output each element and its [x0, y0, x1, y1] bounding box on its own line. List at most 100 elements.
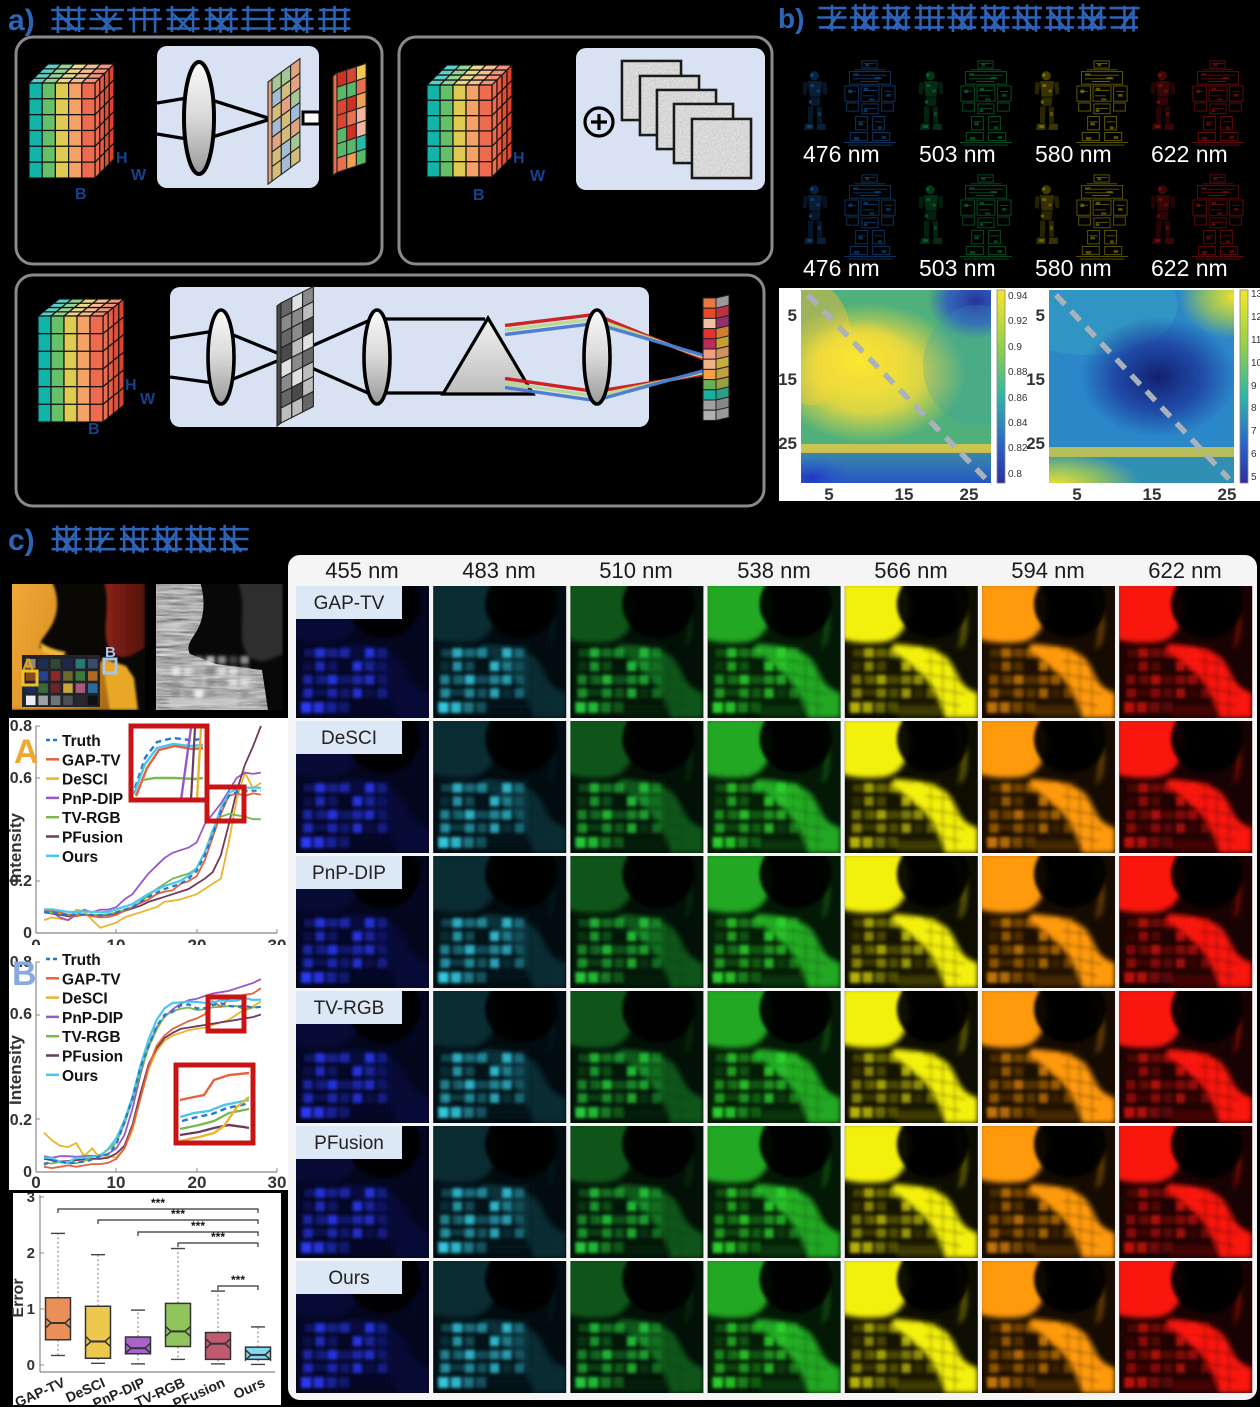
svg-text:0.6: 0.6: [10, 770, 32, 787]
svg-text:0.6: 0.6: [10, 1006, 32, 1023]
svg-text:TV-RGB: TV-RGB: [62, 810, 121, 827]
svg-text:B: B: [105, 644, 116, 661]
svg-text:580 nm: 580 nm: [1035, 255, 1112, 281]
svg-text:0: 0: [23, 1164, 32, 1181]
svg-text:566 nm: 566 nm: [874, 558, 947, 583]
svg-text:W: W: [530, 168, 546, 185]
svg-text:H: H: [513, 150, 525, 167]
svg-text:PFusion: PFusion: [62, 830, 123, 847]
svg-text:B: B: [473, 187, 485, 204]
svg-text:Truth: Truth: [62, 952, 101, 969]
svg-text:0.9: 0.9: [1008, 342, 1022, 353]
svg-text:0.94: 0.94: [1008, 291, 1028, 302]
svg-text:B: B: [88, 421, 100, 438]
svg-text:3: 3: [27, 1193, 35, 1206]
svg-text:20: 20: [188, 1173, 207, 1192]
svg-text:B: B: [12, 955, 37, 993]
svg-text:30: 30: [268, 1173, 287, 1192]
svg-text:Truth: Truth: [62, 733, 101, 750]
svg-text:476 nm: 476 nm: [803, 141, 880, 167]
svg-text:8: 8: [1251, 403, 1257, 414]
svg-text:10: 10: [1251, 358, 1260, 369]
svg-text:538 nm: 538 nm: [737, 558, 810, 583]
svg-text:11: 11: [1251, 335, 1260, 346]
svg-text:0.84: 0.84: [1008, 418, 1028, 429]
svg-text:455 nm: 455 nm: [325, 558, 398, 583]
svg-text:W: W: [131, 167, 147, 184]
svg-text:B: B: [75, 186, 87, 203]
svg-text:Intensity: Intensity: [9, 813, 25, 883]
svg-text:15: 15: [778, 370, 797, 389]
svg-text:PnP-DIP: PnP-DIP: [62, 1010, 123, 1027]
svg-text:5: 5: [1036, 306, 1045, 325]
svg-text:0: 0: [23, 925, 32, 942]
svg-text:GAP-TV: GAP-TV: [314, 593, 385, 614]
svg-text:a): a): [8, 4, 35, 37]
svg-text:0.8: 0.8: [10, 718, 32, 735]
svg-text:DeSCI: DeSCI: [62, 991, 108, 1008]
svg-text:15: 15: [895, 485, 914, 503]
svg-text:0.82: 0.82: [1008, 443, 1028, 454]
svg-text:12: 12: [1251, 312, 1260, 323]
svg-text:PFusion: PFusion: [314, 1133, 384, 1154]
svg-text:TV-RGB: TV-RGB: [314, 998, 385, 1019]
svg-text:580 nm: 580 nm: [1035, 141, 1112, 167]
svg-text:0.8: 0.8: [10, 954, 32, 971]
svg-text:25: 25: [1026, 434, 1045, 453]
svg-text:***: ***: [151, 1196, 165, 1210]
svg-text:10: 10: [107, 1173, 126, 1192]
svg-text:Ours: Ours: [62, 849, 98, 866]
svg-text:Ours: Ours: [62, 1068, 98, 1085]
svg-text:0: 0: [27, 1357, 35, 1374]
svg-text:PnP-DIP: PnP-DIP: [62, 791, 123, 808]
svg-text:9: 9: [1251, 381, 1257, 392]
svg-text:25: 25: [778, 434, 797, 453]
svg-text:TV-RGB: TV-RGB: [62, 1029, 121, 1046]
svg-text:503 nm: 503 nm: [919, 255, 996, 281]
svg-text:622 nm: 622 nm: [1151, 141, 1228, 167]
svg-text:5: 5: [1072, 485, 1081, 503]
svg-text:0.88: 0.88: [1008, 367, 1028, 378]
svg-text:594 nm: 594 nm: [1011, 558, 1084, 583]
svg-text:b): b): [778, 3, 804, 34]
svg-text:5: 5: [1251, 472, 1257, 483]
svg-text:Intensity: Intensity: [9, 1035, 25, 1105]
svg-text:15: 15: [1143, 485, 1162, 503]
svg-text:***: ***: [231, 1273, 245, 1287]
svg-text:0.92: 0.92: [1008, 316, 1028, 327]
svg-text:Ours: Ours: [328, 1268, 369, 1289]
svg-text:25: 25: [1218, 485, 1237, 503]
svg-text:503 nm: 503 nm: [919, 141, 996, 167]
svg-text:7: 7: [1251, 426, 1257, 437]
svg-text:DeSCI: DeSCI: [62, 772, 108, 789]
svg-text:0.2: 0.2: [10, 873, 32, 890]
svg-text:PnP-DIP: PnP-DIP: [312, 863, 386, 884]
svg-text:5: 5: [824, 485, 833, 503]
svg-text:c): c): [8, 524, 35, 557]
svg-text:15: 15: [1026, 370, 1045, 389]
svg-text:0.86: 0.86: [1008, 393, 1028, 404]
svg-text:0.2: 0.2: [10, 1112, 32, 1129]
svg-text:W: W: [140, 391, 156, 408]
svg-text:25: 25: [960, 485, 979, 503]
svg-text:476 nm: 476 nm: [803, 255, 880, 281]
svg-text:13: 13: [1251, 289, 1260, 300]
svg-text:***: ***: [171, 1207, 185, 1221]
svg-text:A: A: [22, 655, 34, 674]
svg-text:PFusion: PFusion: [62, 1049, 123, 1066]
svg-text:510 nm: 510 nm: [599, 558, 672, 583]
svg-text:622 nm: 622 nm: [1151, 255, 1228, 281]
svg-text:483 nm: 483 nm: [462, 558, 535, 583]
svg-text:6: 6: [1251, 449, 1257, 460]
svg-text:***: ***: [211, 1230, 225, 1244]
svg-text:***: ***: [191, 1219, 205, 1233]
svg-text:622 nm: 622 nm: [1148, 558, 1221, 583]
svg-text:A: A: [14, 733, 39, 771]
svg-text:2: 2: [27, 1245, 35, 1262]
svg-text:GAP-TV: GAP-TV: [62, 971, 121, 988]
svg-text:GAP-TV: GAP-TV: [62, 752, 121, 769]
svg-text:Error: Error: [10, 1278, 27, 1317]
svg-text:DeSCI: DeSCI: [321, 728, 377, 749]
svg-text:0: 0: [31, 1173, 40, 1192]
svg-text:H: H: [125, 377, 137, 394]
